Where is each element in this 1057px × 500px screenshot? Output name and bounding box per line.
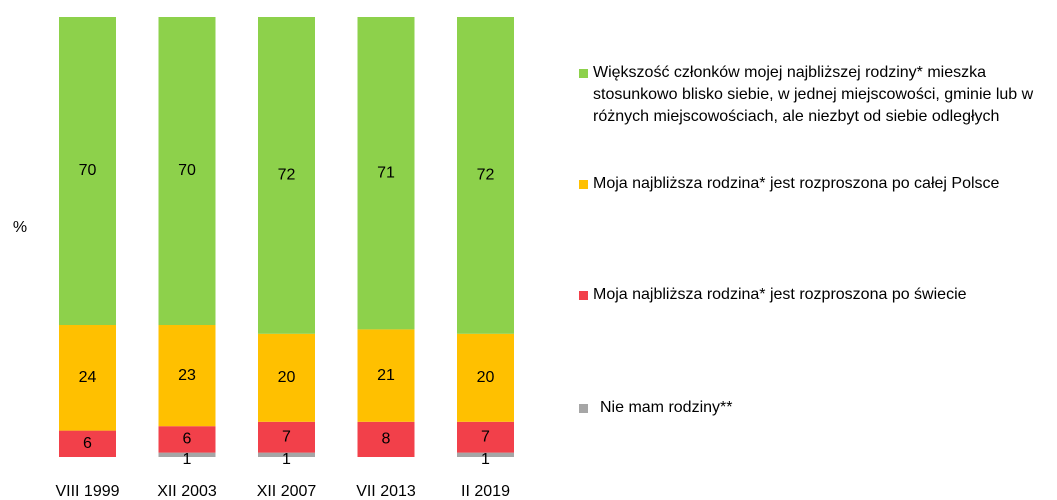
legend-swatch (579, 291, 588, 300)
value-label: 70 (79, 162, 97, 179)
x-tick-label: XII 2003 (157, 483, 217, 500)
x-tick-label: II 2019 (461, 483, 510, 500)
legend-label: Moja najbliższa rodzina* jest rozproszon… (593, 175, 1000, 192)
value-label: 6 (183, 431, 192, 448)
value-label: 20 (278, 369, 296, 386)
value-label: 21 (377, 367, 395, 384)
legend-label: Nie mam rodziny** (600, 399, 733, 416)
legend-swatch (579, 404, 588, 413)
bar-segment (59, 17, 116, 325)
legend-swatch (579, 69, 588, 78)
y-axis-label: % (13, 219, 27, 236)
x-tick-label: XII 2007 (257, 483, 317, 500)
legend-item: Moja najbliższa rodzina* jest rozproszon… (579, 173, 1057, 195)
x-tick-label: VIII 1999 (55, 483, 119, 500)
value-label: 24 (79, 369, 97, 386)
x-tick-label: VII 2013 (356, 483, 416, 500)
value-label: 7 (282, 428, 291, 445)
value-label: 7 (481, 428, 490, 445)
value-label: 1 (481, 451, 490, 468)
bar-segment (357, 17, 415, 330)
bar-segment (158, 452, 216, 457)
bar-segment (457, 17, 514, 334)
legend-item: Nie mam rodziny** (579, 397, 1057, 419)
bar-segment (59, 430, 116, 457)
bar-segment (258, 17, 315, 334)
value-label: 1 (183, 451, 192, 468)
bar-segment (258, 452, 315, 457)
value-label: 20 (477, 369, 495, 386)
legend-label: Większość członków mojej najbliższej rod… (593, 64, 1034, 125)
value-label: 70 (178, 162, 196, 179)
bar-segment (59, 325, 116, 431)
legend-item: Moja najbliższa rodzina* jest rozproszon… (579, 284, 1057, 306)
bar-segment (158, 426, 216, 453)
value-label: 6 (83, 435, 92, 452)
bar-segment (357, 421, 415, 457)
value-label: 72 (477, 167, 495, 184)
value-label: 72 (278, 167, 296, 184)
bar-segment (357, 329, 415, 422)
bar-segment (457, 333, 514, 422)
bar-segment (457, 421, 514, 453)
value-label: 71 (377, 164, 395, 181)
bar-segment (258, 333, 315, 422)
bar-segment (158, 17, 216, 325)
legend-label: Moja najbliższa rodzina* jest rozproszon… (593, 286, 967, 303)
plot: % 6 24 70 VIII 1999 1 6 23 70 XII 2003 1 7 20 72 XII … (13, 17, 514, 500)
value-label: 23 (178, 367, 196, 384)
legend-item: Większość członków mojej najbliższej rod… (579, 62, 1057, 128)
bar-segment (258, 421, 315, 453)
legend-swatch (579, 180, 588, 189)
bar-segment (158, 325, 216, 427)
value-label: 8 (382, 431, 391, 448)
value-label: 1 (282, 451, 291, 468)
bar-segment (457, 452, 514, 457)
